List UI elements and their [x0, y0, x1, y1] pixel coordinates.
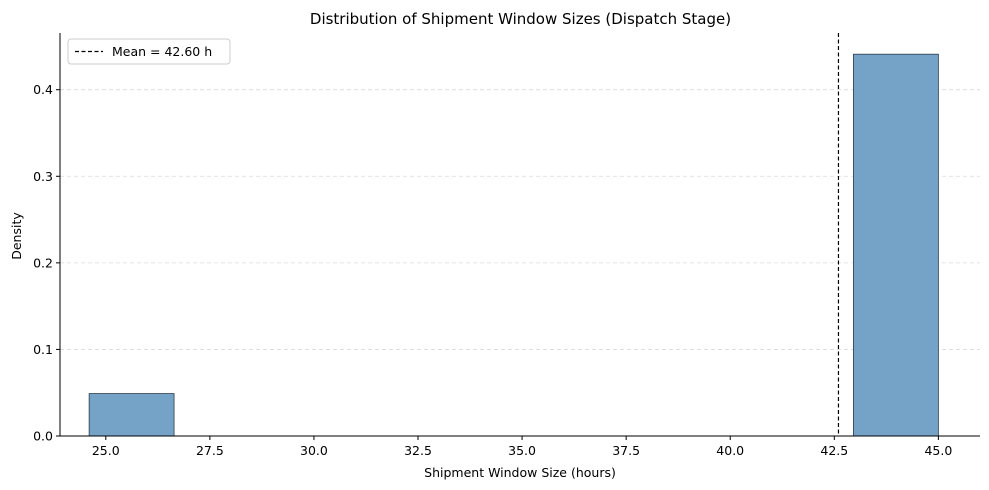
legend-mean-label: Mean = 42.60 h [112, 44, 212, 59]
x-tick-label: 25.0 [92, 443, 120, 458]
y-axis-label: Density [9, 212, 24, 260]
y-tick-label: 0.2 [33, 255, 53, 270]
x-tick-label: 45.0 [924, 443, 952, 458]
histogram-bars [88, 53, 939, 437]
legend: Mean = 42.60 h [67, 38, 231, 65]
x-tick-label: 35.0 [508, 443, 536, 458]
legend-box [67, 38, 231, 65]
y-tick-label: 0.3 [33, 169, 53, 184]
x-tick-label: 37.5 [612, 443, 640, 458]
x-axis-label: Shipment Window Size (hours) [424, 465, 616, 480]
x-tick-label: 27.5 [196, 443, 224, 458]
x-tick-label: 32.5 [404, 443, 432, 458]
y-tick-label: 0.1 [33, 342, 53, 357]
histogram-bar [853, 53, 939, 437]
x-tick-label: 30.0 [300, 443, 328, 458]
y-tick-label: 0.0 [33, 429, 53, 444]
y-ticks: 0.0 0.1 0.2 0.3 0.4 [33, 82, 60, 444]
chart-title: Distribution of Shipment Window Sizes (D… [310, 10, 731, 28]
x-ticks: 25.0 27.5 30.0 32.5 35.0 37.5 40.0 42.5 45.0 [92, 436, 952, 458]
y-gridlines [60, 89, 980, 350]
x-tick-label: 42.5 [820, 443, 848, 458]
histogram-bar [88, 393, 175, 437]
axes [59, 33, 980, 437]
y-tick-label: 0.4 [33, 82, 53, 97]
x-tick-label: 40.0 [716, 443, 744, 458]
